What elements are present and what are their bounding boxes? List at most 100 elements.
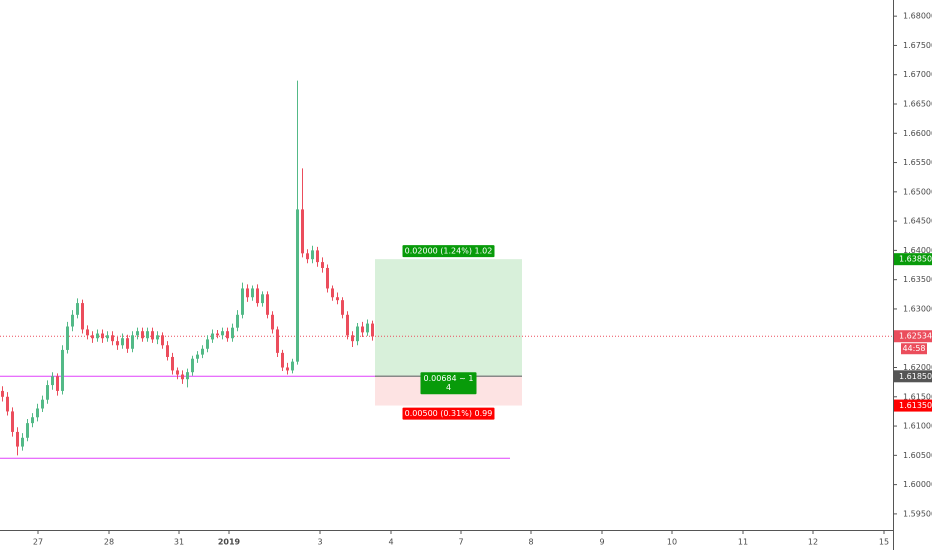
stop-label: 0.00500 (0.31%) 0.99 [405, 409, 493, 418]
candle-body [326, 267, 329, 289]
x-tick-label: 28 [104, 538, 114, 547]
y-tick-label: 1.68000 [903, 12, 932, 21]
candle-body [251, 288, 254, 298]
candle-body [16, 431, 19, 447]
candle-body [126, 338, 129, 349]
candle-body [236, 314, 239, 328]
candle-body [96, 333, 99, 339]
candle-body [201, 348, 204, 355]
candle-body [86, 329, 89, 336]
candle-body [156, 335, 159, 340]
candle-body [296, 209, 299, 362]
profit-zone [375, 259, 522, 377]
y-tick-label: 1.64000 [903, 246, 932, 255]
target-label: 0.02000 (1.24%) 1.02 [405, 247, 493, 256]
candle-body [21, 437, 24, 447]
candle-body [311, 250, 314, 260]
candle-body [146, 331, 149, 339]
entry-label: 0.00684 ~ 1 [424, 374, 474, 383]
candle-body [306, 253, 309, 260]
candle-body [116, 341, 119, 346]
candle-body [26, 423, 29, 438]
y-tick-label: 1.67500 [903, 41, 932, 50]
y-tick-label: 1.63500 [903, 275, 932, 284]
candle-body [256, 288, 259, 304]
candle-body [121, 338, 124, 346]
candle-body [276, 329, 279, 353]
candle-body [136, 331, 139, 336]
x-tick-label: 7 [458, 538, 463, 547]
candle-body [361, 326, 364, 333]
candle-body [41, 399, 44, 409]
countdown: 44:58 [902, 344, 925, 353]
x-tick-label: 11 [738, 538, 748, 547]
candle-body [231, 327, 234, 339]
target-price-badge: 1.63850 [899, 255, 932, 264]
last-price-badge-box [894, 330, 932, 343]
candle-body [51, 376, 54, 386]
candle-body [131, 335, 134, 349]
x-tick-label: 15 [879, 538, 889, 547]
candle-body [61, 349, 64, 391]
x-tick-label: 10 [667, 538, 677, 547]
y-tick-label: 1.63000 [903, 304, 932, 313]
candle-body [151, 331, 154, 340]
candle-body [356, 326, 359, 342]
candle-body [366, 323, 369, 333]
y-tick-label: 1.59500 [903, 509, 932, 518]
candle-body [141, 331, 144, 339]
candle-body [161, 335, 164, 346]
candle-body [106, 335, 109, 339]
candle-body [331, 288, 334, 298]
x-tick-label: 4 [388, 538, 393, 547]
candle-body [221, 331, 224, 336]
candle-body [271, 314, 274, 330]
candle-body [281, 352, 284, 368]
candle-body [166, 345, 169, 357]
y-tick-label: 1.65500 [903, 158, 932, 167]
candle-body [206, 339, 209, 349]
x-tick-label: 2019 [218, 538, 241, 547]
candle-body [261, 294, 264, 304]
candle-body [46, 385, 49, 400]
entry-price-badge: 1.61850 [899, 372, 932, 381]
candle-body [301, 209, 304, 254]
candle-body [341, 300, 344, 315]
x-tick-label: 9 [599, 538, 604, 547]
candle-body [196, 354, 199, 359]
candle-body [321, 262, 324, 268]
stop-label-box [402, 407, 495, 420]
target-price-badge-box [894, 253, 932, 266]
candle-body [246, 288, 249, 298]
y-tick-label: 1.66500 [903, 99, 932, 108]
countdown-box [901, 343, 927, 355]
candle-body [226, 331, 229, 339]
candle-body [371, 323, 374, 337]
candle-body [1, 390, 4, 397]
y-tick-label: 1.60500 [903, 451, 932, 460]
y-tick-label: 1.62000 [903, 363, 932, 372]
candle-body [181, 374, 184, 380]
x-tick-label: 27 [33, 538, 43, 547]
y-tick-label: 1.61000 [903, 422, 932, 431]
candle-body [31, 417, 34, 424]
candle-body [211, 333, 214, 340]
stop-price-badge-box [894, 399, 932, 412]
candle-body [111, 335, 114, 342]
candle-body [191, 358, 194, 373]
candle-body [101, 333, 104, 339]
candle-body [266, 294, 269, 315]
candle-body [91, 335, 94, 339]
x-tick-label: 31 [174, 538, 184, 547]
candle-body [316, 250, 319, 263]
candle-body [76, 303, 79, 315]
candle-body [36, 408, 39, 418]
candle-body [6, 396, 9, 412]
y-tick-label: 1.61500 [903, 392, 932, 401]
x-tick-label: 8 [528, 538, 533, 547]
candle-body [81, 303, 84, 330]
candle-body [171, 356, 174, 371]
target-label-box [402, 245, 495, 258]
entry-label: 4 [446, 383, 451, 392]
